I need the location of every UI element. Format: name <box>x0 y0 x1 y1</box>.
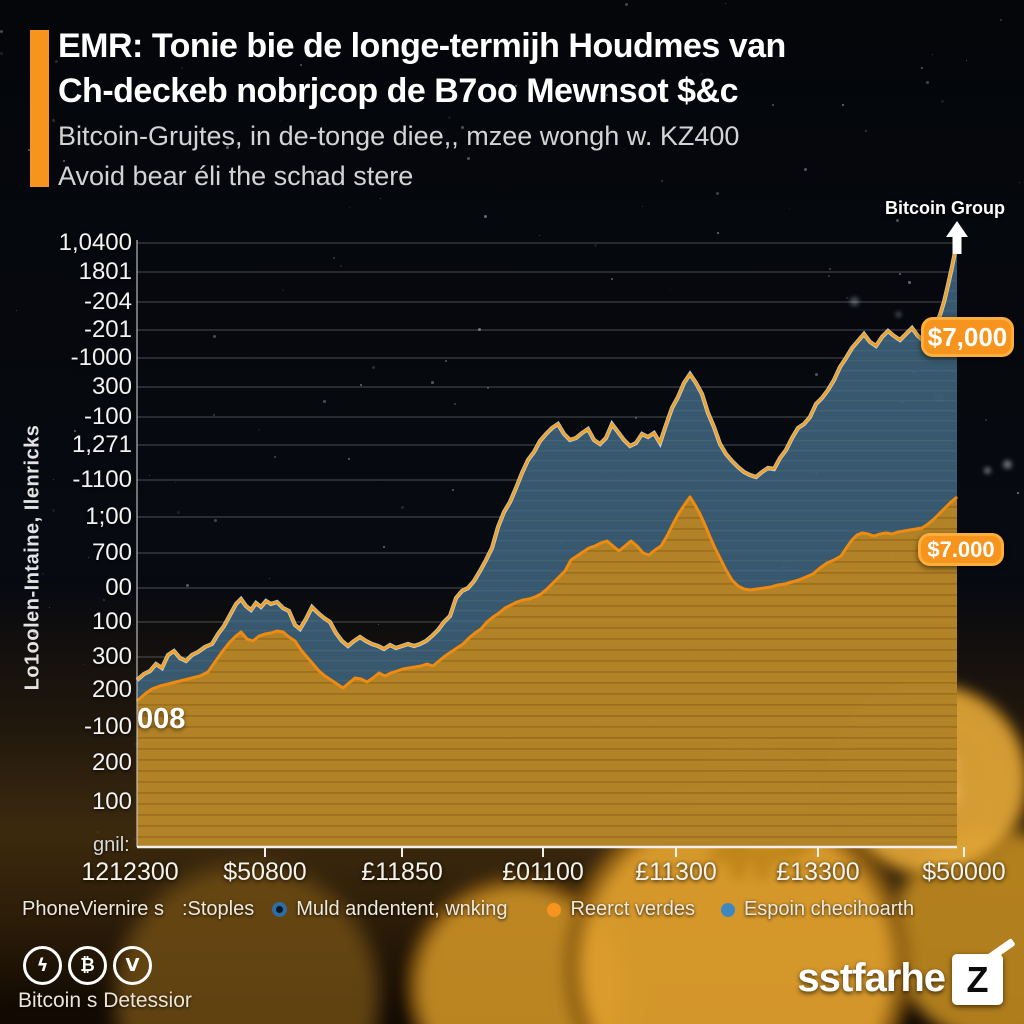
brand-logo: Z <box>952 954 1003 1005</box>
legend-marker-ring <box>272 902 288 917</box>
legend-marker-dot <box>547 902 562 917</box>
x-tick-label: £11850 <box>361 858 443 886</box>
x-tick-label: $50000 <box>922 858 1006 886</box>
legend-item: :Stoples <box>182 898 254 921</box>
x-tick-label: £13300 <box>776 858 860 886</box>
icon-glyph: V <box>125 955 140 976</box>
y-tick-label: -204 <box>83 288 132 315</box>
x-tick-label: $50800 <box>223 858 307 886</box>
footer-caption: Bitcoin s Detessior <box>18 989 192 1012</box>
y-tick-label: 300 <box>91 643 132 670</box>
y-tick-label: 700 <box>91 539 132 566</box>
bitcoin-icon: ₿ <box>68 946 107 985</box>
icon-glyph: ϟ <box>36 955 49 976</box>
x-tick-label: £11300 <box>635 858 717 886</box>
axes <box>136 240 965 857</box>
y-tick-label: 1,0400 <box>58 229 132 256</box>
series-areas <box>135 246 959 847</box>
price-badge-upper: $7,000 <box>921 317 1014 357</box>
series-start-label: 008 <box>137 703 186 735</box>
y-tick-label: 1;00 <box>85 503 132 530</box>
legend-label: Muld andentent, wnking <box>296 898 508 920</box>
y-tick-label: 200 <box>91 749 132 776</box>
legend-label: PhoneViernire s <box>22 898 164 920</box>
page-title: EMR: Tonie bie de longe-termijh Houdmes … <box>58 24 988 114</box>
legend-label: :Stoples <box>181 898 255 920</box>
y-tick-label: 1801 <box>78 258 132 285</box>
y-tick-label: -201 <box>83 316 132 343</box>
y-tick-label: -1100 <box>72 466 132 493</box>
chart-legend: PhoneViernire s :Stoples Muld andentent,… <box>22 898 914 921</box>
title-accent-bar <box>30 30 49 187</box>
y-tick-label: 00 <box>105 574 132 601</box>
subtitle-line-1: Bitcoin-Grujtes, in de-tonge diee,, mzee… <box>58 121 740 151</box>
price-badge-lower: $7.000 <box>918 533 1004 566</box>
bitcoin-group-annotation: Bitcoin Group <box>885 198 1005 218</box>
up-arrow-icon <box>946 221 968 254</box>
y-tick-label: -100 <box>83 713 132 740</box>
y-tick-label: 300 <box>91 373 132 400</box>
y-tick-label: -100 <box>83 403 132 430</box>
brand-name: sstfarhe <box>797 956 946 1000</box>
y-tick-label: -1000 <box>70 344 132 371</box>
icon-glyph: ₿ <box>80 955 95 976</box>
title-line-1: EMR: Tonie bie de longe-termijh Houdmes … <box>58 27 786 65</box>
legend-label: Espoin checihoarth <box>743 898 915 920</box>
footer-social-icons: ϟ ₿ V <box>23 946 158 985</box>
page-subtitle: Bitcoin-Grujtes, in de-tonge diee,, mzee… <box>58 116 988 196</box>
legend-marker-dot <box>720 902 735 917</box>
y-tick-label: 100 <box>91 788 132 815</box>
y-tick-label: 1,271 <box>71 431 132 458</box>
y-tick-label: 200 <box>91 676 132 703</box>
legend-item: Muld andentent, wnking <box>272 898 507 921</box>
y-tick-label: 100 <box>91 608 132 635</box>
x-tick-label: £01100 <box>502 858 584 886</box>
lightning-icon: ϟ <box>23 946 62 985</box>
legend-item: PhoneViernire s <box>22 898 164 921</box>
x-tick-label: 1212300 <box>81 858 179 886</box>
legend-label: Reerct verdes <box>570 898 695 920</box>
legend-item: Reerct verdes <box>547 898 695 921</box>
axis-corner-note: gnil: <box>93 834 130 856</box>
legend-item: Espoin checihoarth <box>720 898 915 921</box>
title-line-2: Ch-deckeb nobrjcop de B7oo Mewnsot $&c <box>58 72 738 110</box>
v-icon: V <box>113 946 152 985</box>
subtitle-line-2: Avoid bear éli the schad stere <box>58 161 414 191</box>
